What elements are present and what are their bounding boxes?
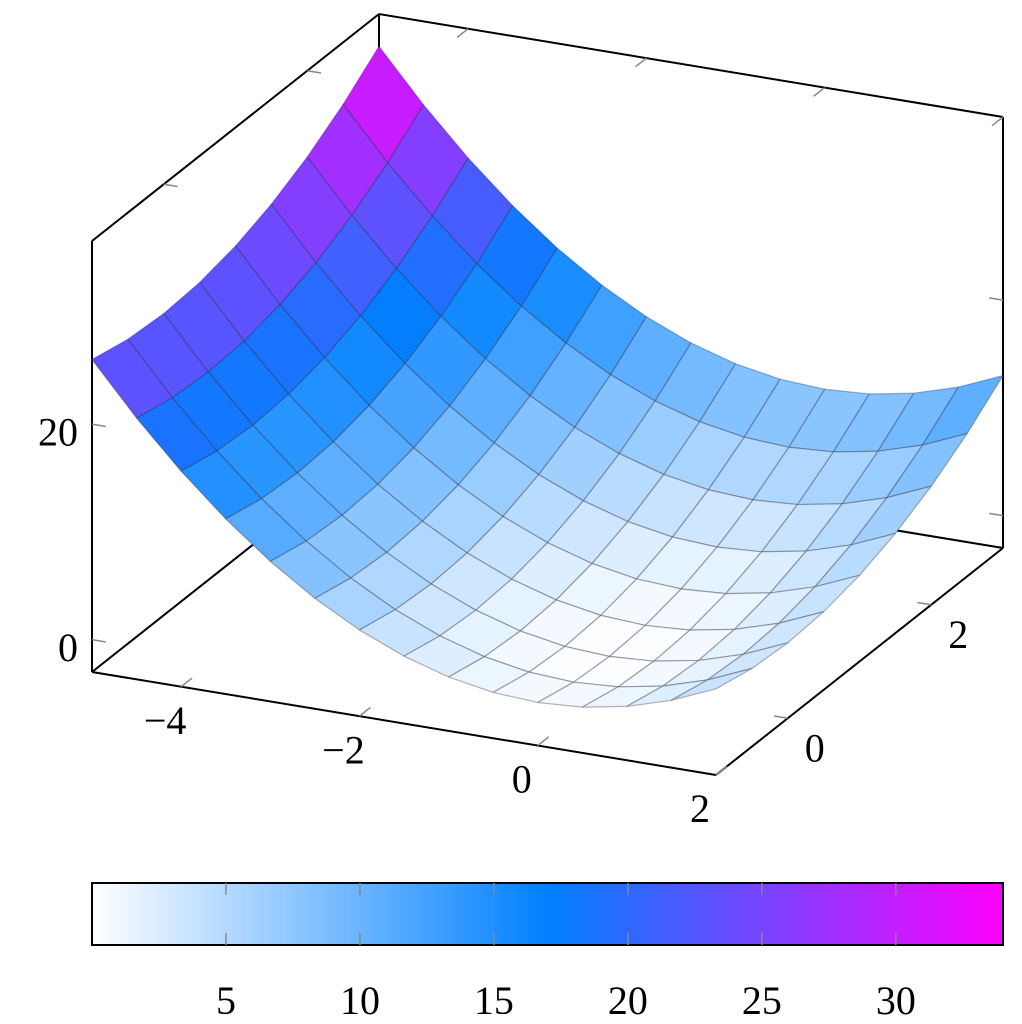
tick-mark	[989, 297, 1004, 301]
surface-patch	[742, 611, 825, 655]
z-tick-label: 0	[58, 625, 78, 670]
colorbar-tick-label: 25	[742, 978, 782, 1023]
axis-edge	[91, 13, 380, 242]
tick-mark	[989, 512, 1004, 517]
colorbar-tick-label: 30	[876, 978, 916, 1023]
colorbar-tick-label: 10	[340, 978, 380, 1023]
tick-mark	[715, 765, 728, 776]
z-tick-label: 20	[38, 409, 78, 454]
colorbar	[91, 882, 1004, 946]
tick-mark	[163, 183, 178, 188]
colorbar-tick-label: 20	[608, 978, 648, 1023]
y-tick-label: 0	[805, 725, 825, 770]
axis-edge	[715, 547, 1004, 776]
axis-edge	[91, 671, 717, 776]
tick-mark	[991, 116, 1004, 127]
axis-edge	[378, 13, 1004, 118]
tick-mark	[307, 70, 322, 74]
tick-mark	[358, 706, 371, 717]
x-tick-label: −4	[144, 698, 187, 743]
tick-mark	[537, 736, 550, 747]
surface-patch	[670, 667, 753, 701]
tick-mark	[813, 86, 826, 97]
tick-mark	[456, 28, 469, 38]
y-tick-label: 2	[948, 612, 968, 657]
x-tick-label: 2	[690, 786, 710, 831]
tick-mark	[917, 601, 932, 606]
colorbar-tick-label: 5	[216, 978, 236, 1023]
tick-mark	[91, 423, 106, 428]
tick-mark	[773, 715, 788, 719]
colorbar-tick-label: 15	[474, 978, 514, 1023]
x-tick-label: −2	[322, 727, 365, 772]
tick-mark	[91, 638, 106, 643]
tick-mark	[180, 677, 193, 688]
x-tick-label: 0	[512, 757, 532, 802]
tick-mark	[634, 57, 647, 68]
